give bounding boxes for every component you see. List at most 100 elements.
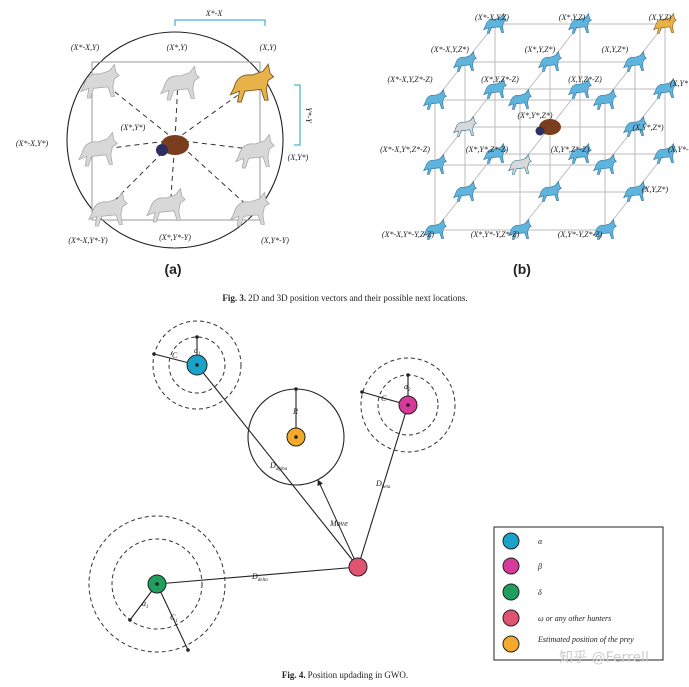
point-label: (X*-X,Y,Z*) <box>431 45 469 54</box>
outer-circle <box>66 31 284 249</box>
point-label: (X,Y,Z*) <box>642 185 669 194</box>
label-main: a <box>142 599 146 608</box>
link-line <box>156 566 359 585</box>
caption-text: Position updading in GWO. <box>308 670 409 680</box>
legend-swatch <box>502 583 520 601</box>
label: a1 <box>194 346 201 357</box>
point-label: (X*,Y*,Z*-Z) <box>466 145 509 154</box>
link-line <box>357 404 409 568</box>
point-label: (X,Y* <box>670 79 688 88</box>
point-label: (X,Y*-Y) <box>261 236 289 245</box>
node <box>128 618 132 622</box>
legend: α β δ ω or any other hunters Estimated p… <box>493 526 664 661</box>
label-sub: 2 <box>408 388 411 393</box>
point-label: (X,Y*,Z*) <box>632 123 663 132</box>
panel-a: X*-X Y*-Y (X*-X,Y) (X*,Y) (X,Y) (X*,Y*) … <box>16 9 313 277</box>
gap-brackets <box>174 19 301 146</box>
point-label: (X,Y) <box>260 43 277 52</box>
lattice <box>423 13 677 240</box>
node <box>195 363 199 367</box>
node <box>152 352 156 356</box>
point-label: (X*-X,Y*,Z*-Z) <box>380 145 430 154</box>
caption-number: Fig. 4. <box>282 670 306 680</box>
legend-swatch <box>502 532 520 550</box>
node <box>406 403 410 407</box>
point-label: (X,Y*-Y,Z*-Z) <box>558 230 603 239</box>
node <box>155 582 159 586</box>
label: Move <box>329 519 348 528</box>
label: Dalpha <box>269 461 288 472</box>
point-label: (X*,Y*-Y) <box>159 233 191 242</box>
point-label: (X*,Y*) <box>121 123 146 132</box>
legend-label: δ <box>538 588 542 597</box>
delta-range <box>88 515 226 653</box>
label-sub: beta <box>382 485 391 490</box>
inner-square <box>91 61 261 221</box>
point-label: (X*,Y,Z*-Z) <box>481 75 519 84</box>
label-main: D <box>269 461 276 470</box>
beta-range <box>360 357 456 453</box>
figure-caption: Fig. 4. Position updading in GWO. <box>282 670 408 680</box>
label: C <box>381 394 387 403</box>
legend-label: ω or any other hunters <box>538 614 611 623</box>
panel-tag: (b) <box>513 261 531 277</box>
point-label: (X*,Y*,Z*) <box>517 111 552 120</box>
point-label: (X,Y,Z) <box>649 13 672 22</box>
point-label: (X,Y,Z*) <box>602 45 629 54</box>
radius-line <box>156 583 189 651</box>
alpha-range <box>152 320 242 410</box>
point-label: (X*-X,Y*) <box>16 139 49 148</box>
point-label: (X,Y,Z*-Z) <box>568 75 602 84</box>
label: Dbeta <box>375 479 391 490</box>
label: C1 <box>170 613 178 624</box>
legend-label: β <box>537 562 542 571</box>
label-main: a <box>404 382 408 391</box>
point-label: (X*-X,Y,Z*-Z) <box>387 75 432 84</box>
x-gap-label: X*-X <box>205 9 224 18</box>
label-main: D <box>375 479 382 488</box>
label: C <box>172 351 178 360</box>
delta-range <box>111 538 203 630</box>
point-label: (X*,Y*-Y,Z*-Z) <box>471 230 520 239</box>
label-main: a <box>194 346 198 355</box>
label: a2 <box>404 382 411 393</box>
link-line <box>196 364 359 568</box>
node <box>360 390 364 394</box>
point-label: (X,Y*- <box>668 145 689 154</box>
figure-caption: Fig. 3. 2D and 3D position vectors and t… <box>222 293 467 303</box>
legend-label: α <box>538 537 543 546</box>
bison <box>535 126 545 136</box>
omega-wolf <box>348 557 368 577</box>
node <box>406 373 410 377</box>
node <box>294 435 298 439</box>
legend-swatch <box>502 635 520 653</box>
alpha-range <box>168 336 226 394</box>
legend-swatch <box>502 609 520 627</box>
label: Ddelta <box>251 572 268 583</box>
node <box>186 648 190 652</box>
legend-box <box>493 526 664 661</box>
caption-number: Fig. 3. <box>222 293 246 303</box>
label-sub: alpha <box>276 467 288 472</box>
legend-label: Estimated position of the prey <box>537 635 634 644</box>
label: R <box>292 407 298 416</box>
node <box>294 387 298 391</box>
label-sub: 1 <box>146 605 149 610</box>
watermark: 知乎 @Ferrell <box>559 649 649 666</box>
label: a1 <box>142 599 149 610</box>
point-label: (X*-X,Y*-Y,Z-Z) <box>382 230 434 239</box>
panel-b: (X*-X,Y,Z) (X*,Y,Z) (X,Y,Z) (X*-X,Y,Z*) … <box>380 13 689 277</box>
move-arrow <box>317 479 359 568</box>
node <box>195 335 199 339</box>
legend-swatch <box>502 557 520 575</box>
point-label: (X*,Y,Z*) <box>525 45 556 54</box>
label-sub: 1 <box>175 619 178 624</box>
panel-tag: (a) <box>164 261 181 277</box>
point-label: (X*-X,Y*-Y) <box>68 236 108 245</box>
label-sub: delta <box>258 578 268 583</box>
label-main: C <box>170 613 176 622</box>
figure-4: a1 C a2 C R Dalpha Dbeta Move Ddelta a1 … <box>88 320 664 661</box>
point-label: (X*,Y) <box>167 43 188 52</box>
caption-text: 2D and 3D position vectors and their pos… <box>248 293 467 303</box>
label-main: D <box>251 572 258 581</box>
